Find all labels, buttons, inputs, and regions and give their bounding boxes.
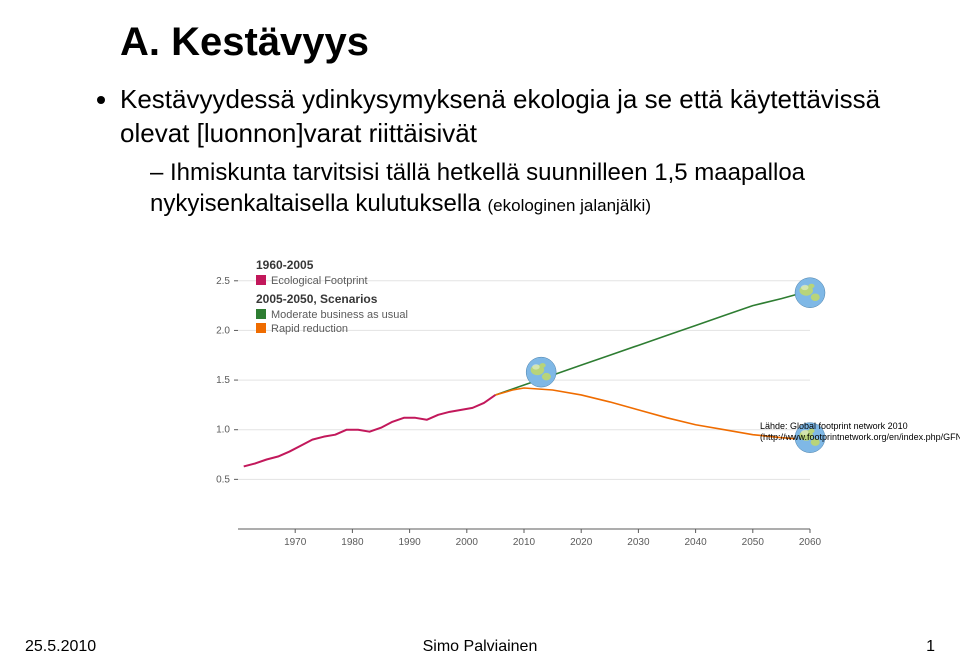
sub-list: Ihmiskunta tarvitsisi tällä hetkellä suu…	[120, 157, 900, 219]
svg-text:2.5: 2.5	[216, 276, 230, 287]
svg-text:0.5: 0.5	[216, 474, 230, 485]
svg-text:1.5: 1.5	[216, 375, 230, 386]
svg-text:2040: 2040	[684, 537, 707, 548]
svg-text:2.0: 2.0	[216, 325, 230, 336]
slide-title: A. Kestävyys	[120, 20, 900, 65]
bullet-1-text: Kestävyydessä ydinkysymyksenä ekologia j…	[120, 84, 880, 148]
svg-text:2030: 2030	[627, 537, 650, 548]
svg-text:2050: 2050	[742, 537, 765, 548]
slide: A. Kestävyys Kestävyydessä ydinkysymykse…	[0, 0, 960, 671]
sub-bullet-1: Ihmiskunta tarvitsisi tällä hetkellä suu…	[150, 157, 900, 219]
svg-text:2020: 2020	[570, 537, 593, 548]
svg-text:2005-2050, Scenarios: 2005-2050, Scenarios	[256, 292, 378, 306]
svg-text:2060: 2060	[799, 537, 822, 548]
svg-text:2010: 2010	[513, 537, 536, 548]
sub-bullet-1-note: (ekologinen jalanjälki)	[488, 196, 651, 215]
footer-page: 1	[926, 638, 935, 656]
svg-text:Rapid reduction: Rapid reduction	[271, 323, 348, 335]
svg-text:1970: 1970	[284, 537, 307, 548]
footer-author: Simo Palviainen	[0, 638, 960, 656]
sub-bullet-1-main: Ihmiskunta tarvitsisi tällä hetkellä suu…	[150, 159, 805, 217]
svg-text:2000: 2000	[456, 537, 479, 548]
svg-text:1.0: 1.0	[216, 425, 230, 436]
footprint-chart: 1970 1980 1990 2000 2010 2020 2030 2040 2050 2060…	[200, 243, 840, 553]
svg-text:1980: 1980	[341, 537, 364, 548]
source-text: Lähde: Global footprint network 2010 (ht…	[760, 421, 960, 443]
svg-text:1990: 1990	[398, 537, 421, 548]
bullet-1: Kestävyydessä ydinkysymyksenä ekologia j…	[120, 83, 900, 219]
bullet-list: Kestävyydessä ydinkysymyksenä ekologia j…	[80, 83, 900, 219]
chart-container: 1970 1980 1990 2000 2010 2020 2030 2040 2050 2060…	[200, 243, 900, 553]
svg-text:Ecological Footprint: Ecological Footprint	[271, 275, 368, 287]
svg-text:Moderate business as usual: Moderate business as usual	[271, 309, 408, 321]
svg-text:1960-2005: 1960-2005	[256, 258, 314, 272]
